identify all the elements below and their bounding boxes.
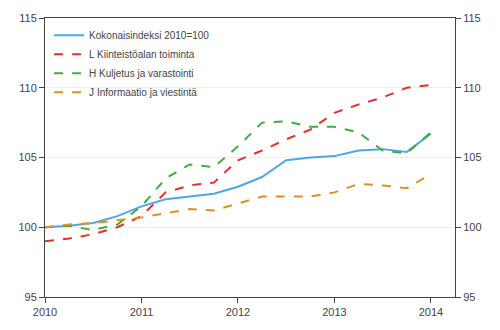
svg-text:105: 105	[18, 151, 36, 163]
svg-text:115: 115	[19, 12, 37, 24]
svg-text:95: 95	[25, 291, 37, 303]
svg-text:2010: 2010	[33, 306, 57, 318]
svg-text:2014: 2014	[419, 306, 443, 318]
svg-text:100: 100	[18, 221, 36, 233]
svg-text:L Kiinteistöalan toiminta: L Kiinteistöalan toiminta	[89, 49, 195, 60]
svg-text:H Kuljetus ja varastointi: H Kuljetus ja varastointi	[89, 68, 194, 79]
svg-text:2012: 2012	[226, 306, 250, 318]
svg-text:J Informaatio ja viestintä: J Informaatio ja viestintä	[89, 87, 197, 98]
svg-text:105: 105	[463, 151, 481, 163]
svg-text:110: 110	[19, 82, 37, 94]
svg-text:Kokonaisindeksi 2010=100: Kokonaisindeksi 2010=100	[89, 30, 209, 41]
svg-text:95: 95	[463, 291, 475, 303]
svg-text:2013: 2013	[322, 306, 346, 318]
svg-text:100: 100	[463, 221, 481, 233]
svg-text:2011: 2011	[130, 306, 154, 318]
svg-text:110: 110	[463, 82, 481, 94]
svg-text:115: 115	[463, 12, 481, 24]
